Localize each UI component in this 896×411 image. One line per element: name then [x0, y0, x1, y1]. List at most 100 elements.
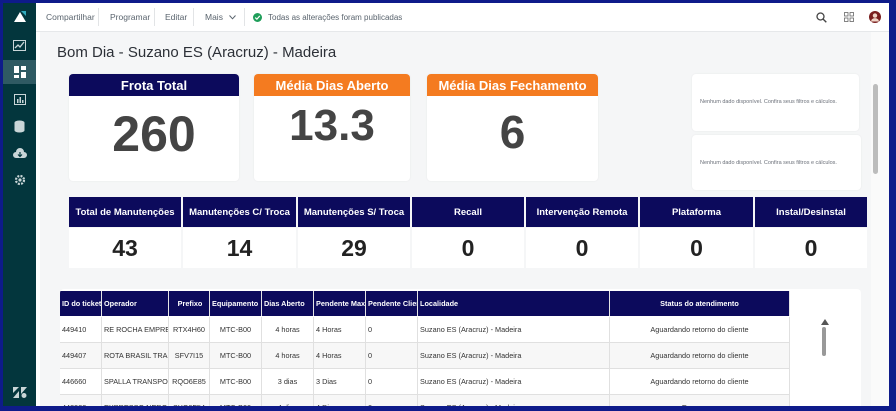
- kpi-label: Total de Manutenções: [69, 197, 181, 227]
- table-cell: 0: [366, 317, 418, 343]
- kpi-value: 0: [640, 228, 753, 268]
- card-title: Média Dias Aberto: [254, 74, 410, 96]
- table-cell: 0: [366, 343, 418, 369]
- cloud-download-icon: [12, 147, 27, 158]
- sidebar-item-sync[interactable]: [3, 141, 36, 165]
- column-header[interactable]: Prefixo: [169, 291, 210, 316]
- kpi-label: Manutenções C/ Troca: [183, 197, 296, 227]
- table-cell: MTC-B00: [210, 343, 262, 369]
- table-cell: 3 dias: [262, 369, 314, 395]
- table-row[interactable]: [60, 395, 790, 406]
- kpi-value: 29: [298, 228, 410, 268]
- card-value: 260: [112, 106, 196, 162]
- card-title: Frota Total: [69, 74, 239, 96]
- kpi-label: Instal/Desinstal: [755, 197, 867, 227]
- no-data-message: Nenhum dado disponível. Confira seus fil…: [700, 160, 837, 166]
- table-cell: 4 Horas: [314, 343, 366, 369]
- database-icon: [14, 120, 25, 132]
- check-circle-icon: [253, 12, 262, 22]
- card-value: 6: [499, 106, 526, 158]
- edit-button[interactable]: Editar: [165, 12, 188, 22]
- sidebar: [3, 3, 36, 406]
- empty-widget: Nenhum dado disponível. Confira seus fil…: [692, 74, 859, 131]
- table-cell: Suzano ES (Aracruz) - Madeira: [418, 369, 610, 395]
- more-menu-button[interactable]: Mais: [205, 3, 236, 31]
- chevron-down-icon: [229, 14, 236, 20]
- table-cell: 3 Dias: [314, 369, 366, 395]
- table-cell: RE ROCHA EMPRE...: [102, 317, 169, 343]
- table-cell: 449407: [60, 343, 102, 369]
- column-header[interactable]: Operador: [102, 291, 169, 316]
- kpi-label: Plataforma: [640, 197, 753, 227]
- dashboard-canvas: Bom Dia - Suzano ES (Aracruz) - Madeira …: [40, 32, 871, 406]
- toolbar-divider: [193, 8, 194, 26]
- chart-area-icon: [13, 39, 26, 51]
- search-icon[interactable]: [816, 3, 827, 31]
- card-media-dias-fechamento: Média Dias Fechamento 6: [427, 74, 598, 181]
- zendesk-icon[interactable]: [3, 380, 36, 404]
- table-cell: 4 Horas: [314, 317, 366, 343]
- table-row[interactable]: [60, 317, 790, 343]
- toolbar-divider: [98, 8, 99, 26]
- table-row[interactable]: [60, 343, 790, 369]
- sidebar-item-dashboards[interactable]: [3, 33, 36, 57]
- table-cell: 4 dias: [262, 395, 314, 406]
- kpi-value: 0: [412, 228, 524, 268]
- column-header[interactable]: Pendente Cliente: [366, 291, 418, 316]
- sidebar-item-settings[interactable]: [3, 168, 36, 192]
- tickets-table: ID do ticket Operador Prefixo Equipamento Di…: [60, 289, 861, 406]
- kpi-label: Recall: [412, 197, 524, 227]
- table-cell: Aguardando retorno do cliente: [610, 343, 790, 369]
- table-cell: 4 horas: [262, 317, 314, 343]
- table-cell: Suzano ES (Aracruz) - Madeira: [418, 395, 610, 406]
- column-header[interactable]: Localidade: [418, 291, 610, 316]
- table-cell: MTC-B00: [210, 369, 262, 395]
- kpi-value: 0: [526, 228, 638, 268]
- card-frota-total: Frota Total 260: [69, 74, 239, 181]
- table-cell: MTC-B00: [210, 317, 262, 343]
- app-window: Compartilhar Programar Editar Mais Todas…: [3, 3, 889, 406]
- column-header[interactable]: Dias Aberto: [262, 291, 314, 316]
- scroll-up-icon[interactable]: [821, 319, 829, 325]
- kpi-label: Intervenção Remota: [526, 197, 638, 227]
- table-cell: 449410: [60, 317, 102, 343]
- table-cell: MTC-B00: [210, 395, 262, 406]
- gear-icon: [14, 174, 25, 186]
- toolbar: Compartilhar Programar Editar Mais Todas…: [36, 3, 889, 32]
- table-cell: 4 Dias: [314, 395, 366, 406]
- grid-icon: [13, 66, 26, 78]
- scroll-thumb[interactable]: [822, 327, 826, 356]
- column-header[interactable]: ID do ticket: [60, 291, 102, 316]
- apps-grid-icon[interactable]: [844, 3, 854, 31]
- toolbar-divider: [244, 8, 245, 26]
- table-cell: Aguardando retorno do cliente: [610, 369, 790, 395]
- table-scrollbar[interactable]: [820, 319, 830, 406]
- sidebar-item-datasets[interactable]: [3, 114, 36, 138]
- schedule-button[interactable]: Programar: [110, 12, 151, 22]
- page-scroll-thumb[interactable]: [873, 84, 878, 174]
- table-cell: SPALLA TRANSPO...: [102, 369, 169, 395]
- table-cell: Aguardando retorno do cliente: [610, 317, 790, 343]
- column-header[interactable]: Pendente Max: [314, 291, 366, 316]
- sidebar-item-grid[interactable]: [3, 60, 36, 84]
- column-header[interactable]: Status do atendimento: [610, 291, 790, 316]
- no-data-message: Nenhum dado disponível. Confira seus fil…: [700, 99, 837, 105]
- user-avatar[interactable]: [869, 3, 881, 31]
- publish-status: Todas as alterações foram publicadas: [253, 3, 402, 31]
- card-media-dias-aberto: Média Dias Aberto 13.3: [254, 74, 410, 181]
- table-cell: 443932: [60, 395, 102, 406]
- table-cell: EXPRESSO NERO...: [102, 395, 169, 406]
- table-cell: SFV7I15: [169, 343, 210, 369]
- page-scrollbar[interactable]: [871, 32, 889, 406]
- card-value: 13.3: [289, 101, 375, 150]
- column-header[interactable]: Equipamento: [210, 291, 262, 316]
- share-button[interactable]: Compartilhar: [46, 12, 95, 22]
- kpi-value: 43: [69, 228, 181, 268]
- sidebar-item-reports[interactable]: [3, 87, 36, 111]
- table-cell: Em espera: [610, 395, 790, 406]
- report-icon: [13, 93, 26, 105]
- table-cell: 4 horas: [262, 343, 314, 369]
- explore-logo-icon[interactable]: [3, 5, 36, 29]
- table-cell: 0: [366, 369, 418, 395]
- table-row[interactable]: [60, 369, 790, 395]
